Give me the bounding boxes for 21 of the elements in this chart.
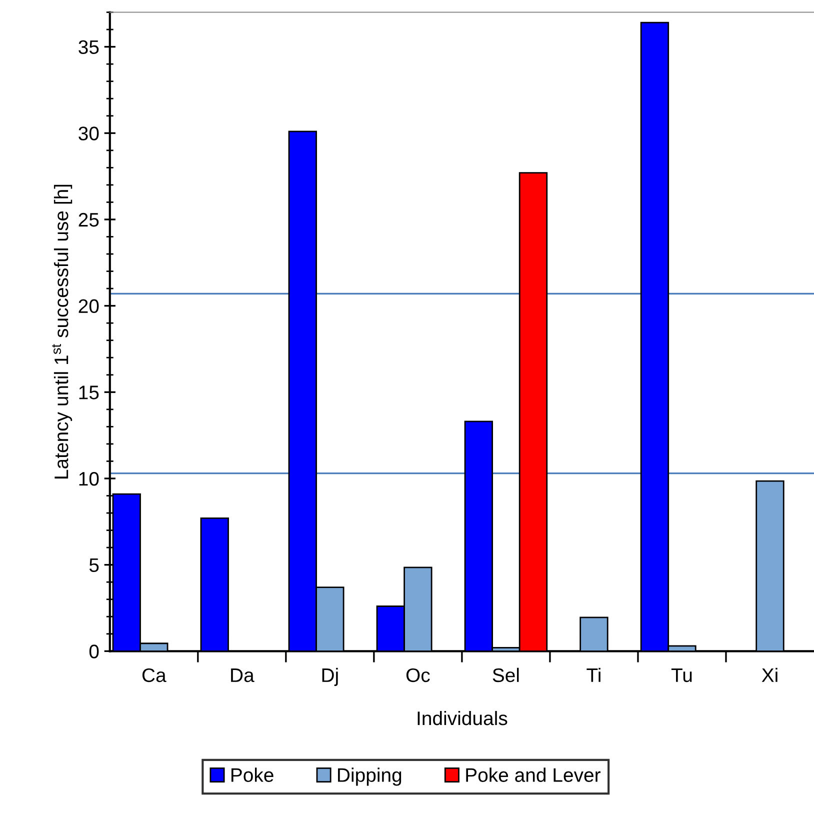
x-tick-label: Ti <box>586 668 600 682</box>
x-tick-label: Tu <box>671 668 692 682</box>
y-tick-label: 10 <box>79 472 99 486</box>
y-axis-title: Latency until 1$^{st}$ successful use [h] <box>52 184 72 478</box>
x-tick-label: Oc <box>406 668 430 682</box>
y-tick-label: 25 <box>78 212 99 227</box>
y-tick-label: 35 <box>78 40 99 54</box>
x-tick-label: Da <box>231 668 254 682</box>
legend-label: Poke <box>231 768 274 782</box>
y-tick-label: 0 <box>89 644 99 658</box>
x-tick-label: Dj <box>322 668 338 686</box>
x-tick-label: Xi <box>762 668 778 682</box>
legend-label: Poke and Lever <box>466 768 600 782</box>
x-tick-label: Sel <box>492 668 519 682</box>
y-tick-label: 5 <box>89 558 99 572</box>
x-axis-title: Individuals <box>418 710 508 726</box>
y-tick-label: 20 <box>78 299 99 314</box>
y-tick-label: 30 <box>78 126 99 140</box>
y-tick-label: 15 <box>79 386 99 400</box>
x-tick-label: Ca <box>142 668 166 682</box>
legend-label: Dipping <box>338 768 402 786</box>
